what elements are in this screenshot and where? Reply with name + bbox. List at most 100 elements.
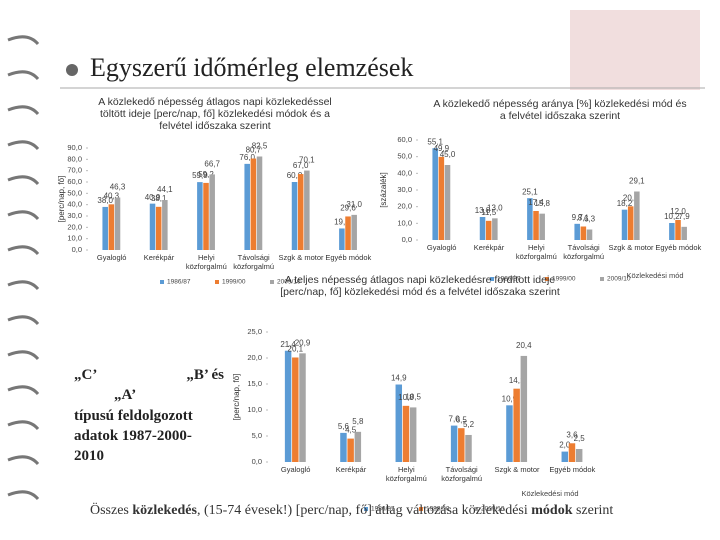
bar (561, 451, 569, 462)
data-label: 20,4 (516, 341, 532, 350)
data-label: 10,2 (664, 212, 680, 221)
bar (114, 197, 121, 250)
data-label: 10,9 (502, 394, 518, 403)
x-tick-label-box: Szgk & motor (494, 466, 539, 474)
x-tick-label: Helyi közforgalmú (185, 254, 227, 271)
x-tick-label: Egyéb módok (655, 244, 702, 252)
data-label: 5,2 (463, 420, 475, 429)
y-tick-label: 20,0 (67, 222, 82, 231)
bar (479, 217, 486, 240)
data-label: 10,8 (398, 393, 414, 402)
y-tick-label: 60,0 (397, 135, 412, 144)
side-line: „B’ és (186, 367, 224, 383)
bar (438, 156, 445, 240)
bar (345, 216, 351, 250)
bar (409, 407, 417, 462)
data-label: 20,2 (623, 193, 639, 202)
data-label: 55,1 (427, 137, 443, 146)
bar (354, 431, 362, 462)
side-line: „A’ (114, 387, 137, 404)
y-tick-label: 30,0 (67, 211, 82, 220)
chart-title-box: A közlekedő népesség átlagos napi közlek… (98, 96, 332, 132)
caption-part: közlekedés (132, 503, 197, 518)
data-label: 13,0 (487, 203, 503, 212)
bar (675, 220, 681, 240)
bar (669, 223, 675, 240)
data-label: 45,0 (440, 150, 456, 159)
caption: Összes közlekedés, (15-74 évesek!) [perc… (90, 503, 710, 519)
x-tick-label-box: Kerékpár (474, 244, 504, 252)
y-tick-label: 15,0 (247, 379, 262, 388)
chart-title-box: A közlekedő népesség aránya [%] közleked… (433, 98, 687, 123)
bar (450, 425, 458, 462)
data-label: 2,0 (559, 441, 571, 450)
bar (297, 174, 304, 250)
y-tick-label: 10,0 (397, 218, 412, 227)
bar (197, 182, 203, 250)
chart-title: A közlekedő népesség aránya [%] közleked… (433, 98, 687, 123)
legend-label: 1986/87 (167, 279, 191, 286)
x-tick-label-box: Távolsági közforgalmú (233, 254, 274, 271)
x-tick-label: Szgk & motor (608, 244, 654, 252)
y-tick-label: 80,0 (67, 154, 82, 163)
caption-part: módok (531, 503, 573, 518)
y-tick-label: 5,0 (252, 431, 262, 440)
bar (681, 226, 687, 240)
data-label: 7,0 (449, 415, 461, 424)
x-tick-label-box: Egyéb módok (549, 466, 595, 474)
x-tick-label-box: Helyi közforgalmú (515, 244, 557, 261)
bar (299, 353, 306, 462)
bar (162, 200, 168, 250)
data-label: 59,2 (198, 170, 214, 179)
data-label: 11,5 (481, 208, 497, 217)
bar (304, 170, 310, 250)
bar (575, 449, 583, 462)
data-label: 19,0 (334, 218, 350, 227)
x-tick-label: Gyalogló (426, 244, 457, 252)
data-label: 40,9 (145, 193, 161, 202)
x-tick-label: Helyi közforgalmú (515, 244, 557, 261)
bar (533, 211, 539, 240)
x-tick-label-box: Távolsági közforgalmú (441, 466, 482, 483)
data-label: 20,1 (288, 345, 304, 354)
x-tick-label-box: Helyi közforgalmú (185, 254, 227, 271)
x-tick-label-box: Egyéb módok (655, 244, 702, 252)
y-tick-label: 40,0 (67, 200, 82, 209)
data-label: 38,0 (97, 196, 113, 205)
legend-swatch (474, 507, 478, 511)
legend-swatch (270, 280, 274, 284)
y-tick-label: 40,0 (397, 168, 412, 177)
bar (485, 220, 492, 240)
decor-grid (570, 10, 700, 90)
data-label: 8,1 (578, 214, 590, 223)
x-tick-label: Kerékpár (143, 254, 175, 262)
caption-part: szerint (572, 503, 614, 518)
y-tick-label: 10,0 (67, 234, 82, 243)
bar (520, 355, 528, 462)
x-tick-label-box: Kerékpár (143, 254, 175, 262)
bar (568, 443, 576, 462)
data-label: 70,1 (299, 156, 315, 165)
x-tick-label: Gyalogló (280, 466, 311, 474)
legend-swatch (419, 507, 423, 511)
data-label: 46,3 (110, 183, 126, 192)
bar (347, 438, 354, 462)
legend-label: 2009/10 (481, 506, 505, 513)
legend-swatch (160, 280, 164, 284)
legend-label: 1986/87 (371, 506, 395, 513)
y-tick-label: 70,0 (67, 166, 82, 175)
bar (506, 405, 513, 462)
y-tick-label: 0,0 (402, 235, 412, 244)
y-tick-label: 20,0 (397, 202, 412, 211)
title-bullet (66, 64, 78, 76)
binder-rings (7, 35, 40, 501)
side-line: „C’ (74, 367, 98, 383)
data-label: 6,5 (456, 415, 468, 424)
data-label: 5,6 (338, 422, 350, 431)
bar (284, 350, 292, 462)
data-label: 9,7 (572, 213, 584, 222)
y-axis-label: [perc/nap, fő] (57, 176, 66, 223)
y-tick-label: 25,0 (247, 327, 262, 336)
data-label: 4,5 (345, 426, 357, 435)
data-label: 6,3 (584, 215, 596, 224)
